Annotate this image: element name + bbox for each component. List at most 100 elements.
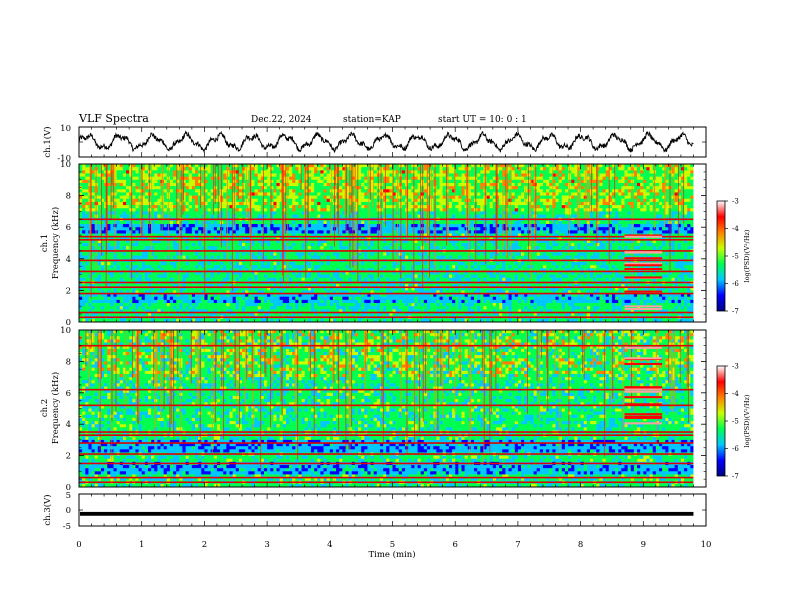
spectrogram-cell	[270, 176, 274, 181]
spectrogram-cell	[116, 211, 121, 215]
spectrogram-cell	[310, 201, 315, 206]
spectrogram-cell	[542, 227, 547, 231]
spectrogram-cell	[521, 214, 525, 219]
spectrogram-cell	[530, 220, 534, 225]
spectrogram-cell	[508, 186, 513, 190]
spectrogram-cell	[373, 179, 378, 184]
spectrogram-cell	[477, 176, 481, 181]
spectrogram-cell	[414, 201, 418, 206]
spectrogram-cell	[492, 176, 497, 181]
spectrogram-cell	[129, 176, 133, 181]
spectrogram-cell	[198, 170, 202, 174]
spectrogram-cell	[107, 164, 111, 168]
spectrogram-cell	[220, 208, 224, 212]
spectrogram-cell	[317, 192, 321, 196]
spectrogram-cell	[204, 239, 208, 244]
spectrogram-cell	[536, 179, 541, 184]
spectrogram-cell	[260, 189, 265, 193]
spectrogram-cell	[690, 208, 694, 212]
spectrogram-cell	[517, 195, 522, 200]
spectrogram-cell	[445, 233, 450, 238]
spectrogram-cell	[640, 211, 644, 215]
spectrogram-cell	[549, 233, 553, 238]
spectrogram-cell	[276, 167, 281, 171]
spectrogram-cell	[408, 211, 412, 215]
spectrogram-cell	[389, 198, 393, 203]
spectrogram-cell	[188, 214, 193, 219]
spectrogram-cell	[242, 233, 246, 238]
spectrogram-cell	[408, 201, 412, 206]
spectrogram-cell	[263, 176, 268, 181]
spectrogram-cell	[235, 220, 240, 225]
spectrogram-cell	[546, 170, 550, 174]
spectrogram-cell	[624, 179, 629, 184]
spectrogram-cell	[627, 211, 632, 215]
spectrogram-cell	[238, 233, 243, 238]
spectrogram-cell	[198, 179, 202, 184]
spectrogram-cell	[110, 189, 114, 193]
spectrogram-cell	[627, 201, 632, 206]
spectrogram-cell	[677, 211, 682, 215]
spectrogram-cell	[477, 198, 481, 203]
header-date: Dec.22, 2024	[251, 115, 312, 125]
spectrogram-cell	[521, 205, 525, 209]
ch1-ytick-top: 10	[60, 124, 71, 134]
spectrogram-cell	[91, 233, 96, 238]
spectrogram-cell	[358, 170, 362, 174]
spectrogram-cell	[508, 211, 513, 215]
spectrogram-cell	[564, 167, 569, 171]
spectrogram-cell	[615, 186, 619, 190]
spectrogram-cell	[216, 186, 221, 190]
spectrogram-cell	[586, 211, 591, 215]
spectrogram-cell	[163, 211, 168, 215]
spectrogram-cell	[257, 205, 262, 209]
spectrogram-cell	[486, 233, 491, 238]
spectrogram-cell	[163, 224, 168, 228]
spectrogram-cell	[242, 170, 246, 174]
spectrogram-cell	[119, 176, 124, 181]
spectrogram-cell	[220, 214, 224, 219]
spectrogram-cell	[97, 186, 102, 190]
spectrogram-cell	[495, 189, 500, 193]
spectrogram-cell	[188, 236, 193, 241]
spectrogram-cell	[655, 182, 660, 187]
spectrogram-cell	[423, 192, 428, 196]
spectrogram-cell	[129, 220, 133, 225]
spectrogram-cell	[637, 201, 641, 206]
spectrogram-cell	[223, 198, 227, 203]
spectrogram-cell	[502, 198, 506, 203]
spectrogram-cell	[267, 179, 271, 184]
spectrogram-cell	[191, 205, 196, 209]
spectrogram-cell	[605, 239, 610, 244]
spectrogram-cell	[480, 211, 484, 215]
spectrogram-cell	[251, 205, 255, 209]
spectrogram-cell	[530, 192, 534, 196]
ch1-waveform-ylabel: ch.1(V)	[42, 126, 53, 157]
spectrogram-cell	[530, 170, 534, 174]
spectrogram-cell	[314, 198, 318, 203]
spectrogram-cell	[662, 173, 666, 178]
spectrogram-cell	[555, 224, 560, 228]
spectrogram-cell	[514, 205, 519, 209]
spectrogram-cell	[439, 205, 444, 209]
spectrogram-cell	[314, 173, 318, 178]
spectrogram-cell	[348, 239, 353, 244]
spectrogram-cell	[242, 164, 246, 168]
spectrogram-cell	[684, 176, 688, 181]
spectrogram-cell	[351, 236, 356, 241]
spectrogram-cell	[483, 230, 487, 234]
spectrogram-cell	[188, 198, 193, 203]
spectrogram-cell	[195, 179, 199, 184]
spectrogram-cell	[323, 192, 328, 196]
spectrogram-cell	[608, 233, 613, 238]
spectrogram-cell	[91, 164, 96, 168]
spectrogram-cell	[392, 186, 397, 190]
spectrogram-cell	[445, 201, 450, 206]
spectrogram-cell	[307, 192, 312, 196]
spectrogram-cell	[85, 189, 89, 193]
spectrogram-cell	[188, 208, 193, 212]
spectrogram-cell	[571, 236, 575, 241]
spectrogram-cell	[242, 182, 246, 187]
spectrogram-cell	[423, 198, 428, 203]
spectrogram-cell	[680, 189, 685, 193]
